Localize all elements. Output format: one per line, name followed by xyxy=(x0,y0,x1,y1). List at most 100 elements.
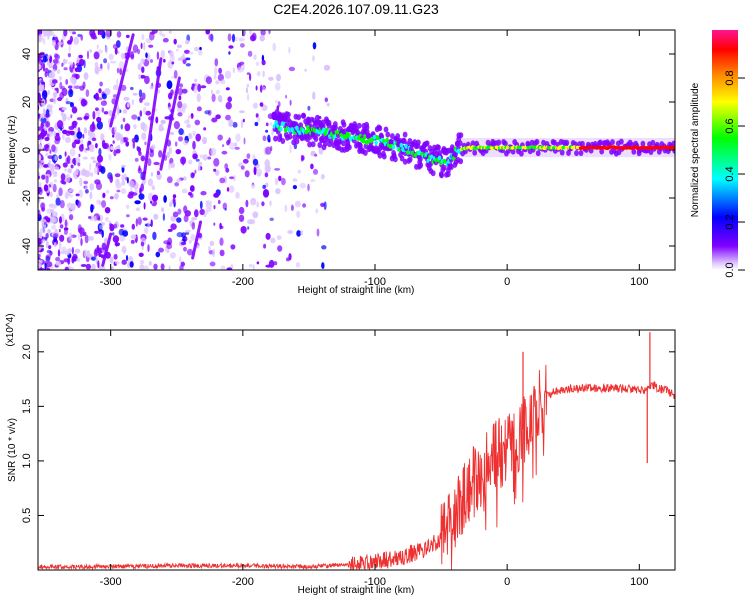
noise-speckle xyxy=(101,93,107,100)
noise-speckle xyxy=(51,144,56,153)
noise-speckle xyxy=(53,53,59,59)
noise-speckle xyxy=(265,129,269,133)
noise-speckle xyxy=(249,30,252,35)
track-core xyxy=(361,138,366,144)
noise-speckle xyxy=(228,45,234,49)
track-halo xyxy=(390,133,395,140)
snr-series-line xyxy=(38,364,675,570)
noise-speckle xyxy=(89,191,93,200)
noise-speckle xyxy=(100,133,105,141)
noise-speckle xyxy=(59,200,65,209)
noise-speckle xyxy=(63,227,69,231)
noise-speckle xyxy=(173,121,180,130)
noise-speckle xyxy=(268,30,271,35)
noise-speckle xyxy=(65,136,71,144)
noise-speckle xyxy=(262,184,267,189)
noise-speckle xyxy=(55,256,61,262)
noise-speckle xyxy=(176,178,182,183)
noise-speckle xyxy=(240,43,245,48)
noise-speckle xyxy=(320,173,325,180)
noise-speckle xyxy=(58,154,62,160)
noise-speckle xyxy=(292,178,298,182)
noise-speckle xyxy=(109,174,113,183)
noise-speckle xyxy=(82,133,85,139)
noise-speckle xyxy=(211,117,218,123)
noise-speckle xyxy=(247,226,250,230)
noise-speckle xyxy=(217,73,224,82)
noise-speckle xyxy=(287,230,293,234)
noise-speckle xyxy=(52,217,58,222)
noise-speckle xyxy=(67,257,71,265)
noise-speckle xyxy=(217,134,223,141)
noise-speckle xyxy=(112,84,119,91)
noise-speckle xyxy=(172,194,177,199)
noise-speckle xyxy=(159,30,163,36)
noise-speckle xyxy=(132,44,139,53)
track-halo xyxy=(418,156,423,162)
noise-speckle xyxy=(294,200,301,208)
noise-speckle xyxy=(131,114,138,120)
noise-speckle xyxy=(199,208,205,216)
noise-speckle xyxy=(183,205,188,214)
noise-speckle xyxy=(239,110,245,114)
noise-speckle xyxy=(142,217,148,221)
noise-speckle xyxy=(38,33,43,43)
snr-xlabel: Height of straight line (km) xyxy=(298,585,415,596)
track-halo xyxy=(345,139,351,146)
noise-speckle xyxy=(316,228,320,237)
noise-speckle xyxy=(150,172,154,177)
noise-speckle xyxy=(192,130,196,137)
noise-speckle xyxy=(140,58,145,64)
track-core xyxy=(279,126,283,132)
noise-speckle xyxy=(59,216,62,224)
noise-speckle xyxy=(52,96,57,105)
noise-speckle xyxy=(130,185,133,193)
noise-speckle xyxy=(238,214,245,222)
noise-speckle xyxy=(321,262,325,269)
noise-speckle xyxy=(38,54,42,59)
noise-speckle xyxy=(219,222,222,230)
noise-speckle xyxy=(265,122,269,127)
track-core xyxy=(372,134,377,140)
noise-speckle xyxy=(76,131,83,139)
noise-speckle xyxy=(273,261,278,266)
noise-speckle xyxy=(310,163,314,170)
track-halo xyxy=(436,144,441,151)
track-core xyxy=(321,127,326,133)
noise-speckle xyxy=(116,179,120,183)
noise-speckle xyxy=(148,261,152,266)
noise-speckle xyxy=(228,185,235,193)
noise-speckle xyxy=(62,58,66,66)
noise-speckle xyxy=(122,109,128,114)
noise-speckle xyxy=(41,90,48,100)
track-core xyxy=(298,130,302,136)
noise-speckle xyxy=(112,134,115,138)
noise-speckle xyxy=(185,63,191,67)
noise-speckle xyxy=(102,192,106,198)
noise-speckle xyxy=(220,265,226,270)
noise-speckle xyxy=(161,33,166,37)
noise-speckle xyxy=(83,72,89,80)
noise-speckle xyxy=(315,208,319,214)
noise-speckle xyxy=(194,78,198,83)
track-halo xyxy=(441,164,447,171)
noise-speckle xyxy=(112,140,115,144)
interference-streak xyxy=(142,57,163,181)
noise-speckle xyxy=(300,230,304,236)
noise-speckle xyxy=(72,83,76,90)
noise-speckle xyxy=(125,34,130,39)
noise-speckle xyxy=(292,185,297,190)
noise-speckle xyxy=(277,101,281,108)
interference-streak xyxy=(159,76,181,171)
noise-speckle xyxy=(75,168,79,176)
noise-speckle xyxy=(56,193,60,200)
noise-speckle xyxy=(150,144,156,150)
noise-speckle xyxy=(42,62,46,72)
noise-speckle xyxy=(115,261,120,265)
noise-speckle xyxy=(167,106,172,111)
noise-speckle xyxy=(75,193,80,197)
noise-speckle xyxy=(128,180,135,188)
noise-speckle xyxy=(141,33,145,41)
noise-speckle xyxy=(65,157,69,164)
